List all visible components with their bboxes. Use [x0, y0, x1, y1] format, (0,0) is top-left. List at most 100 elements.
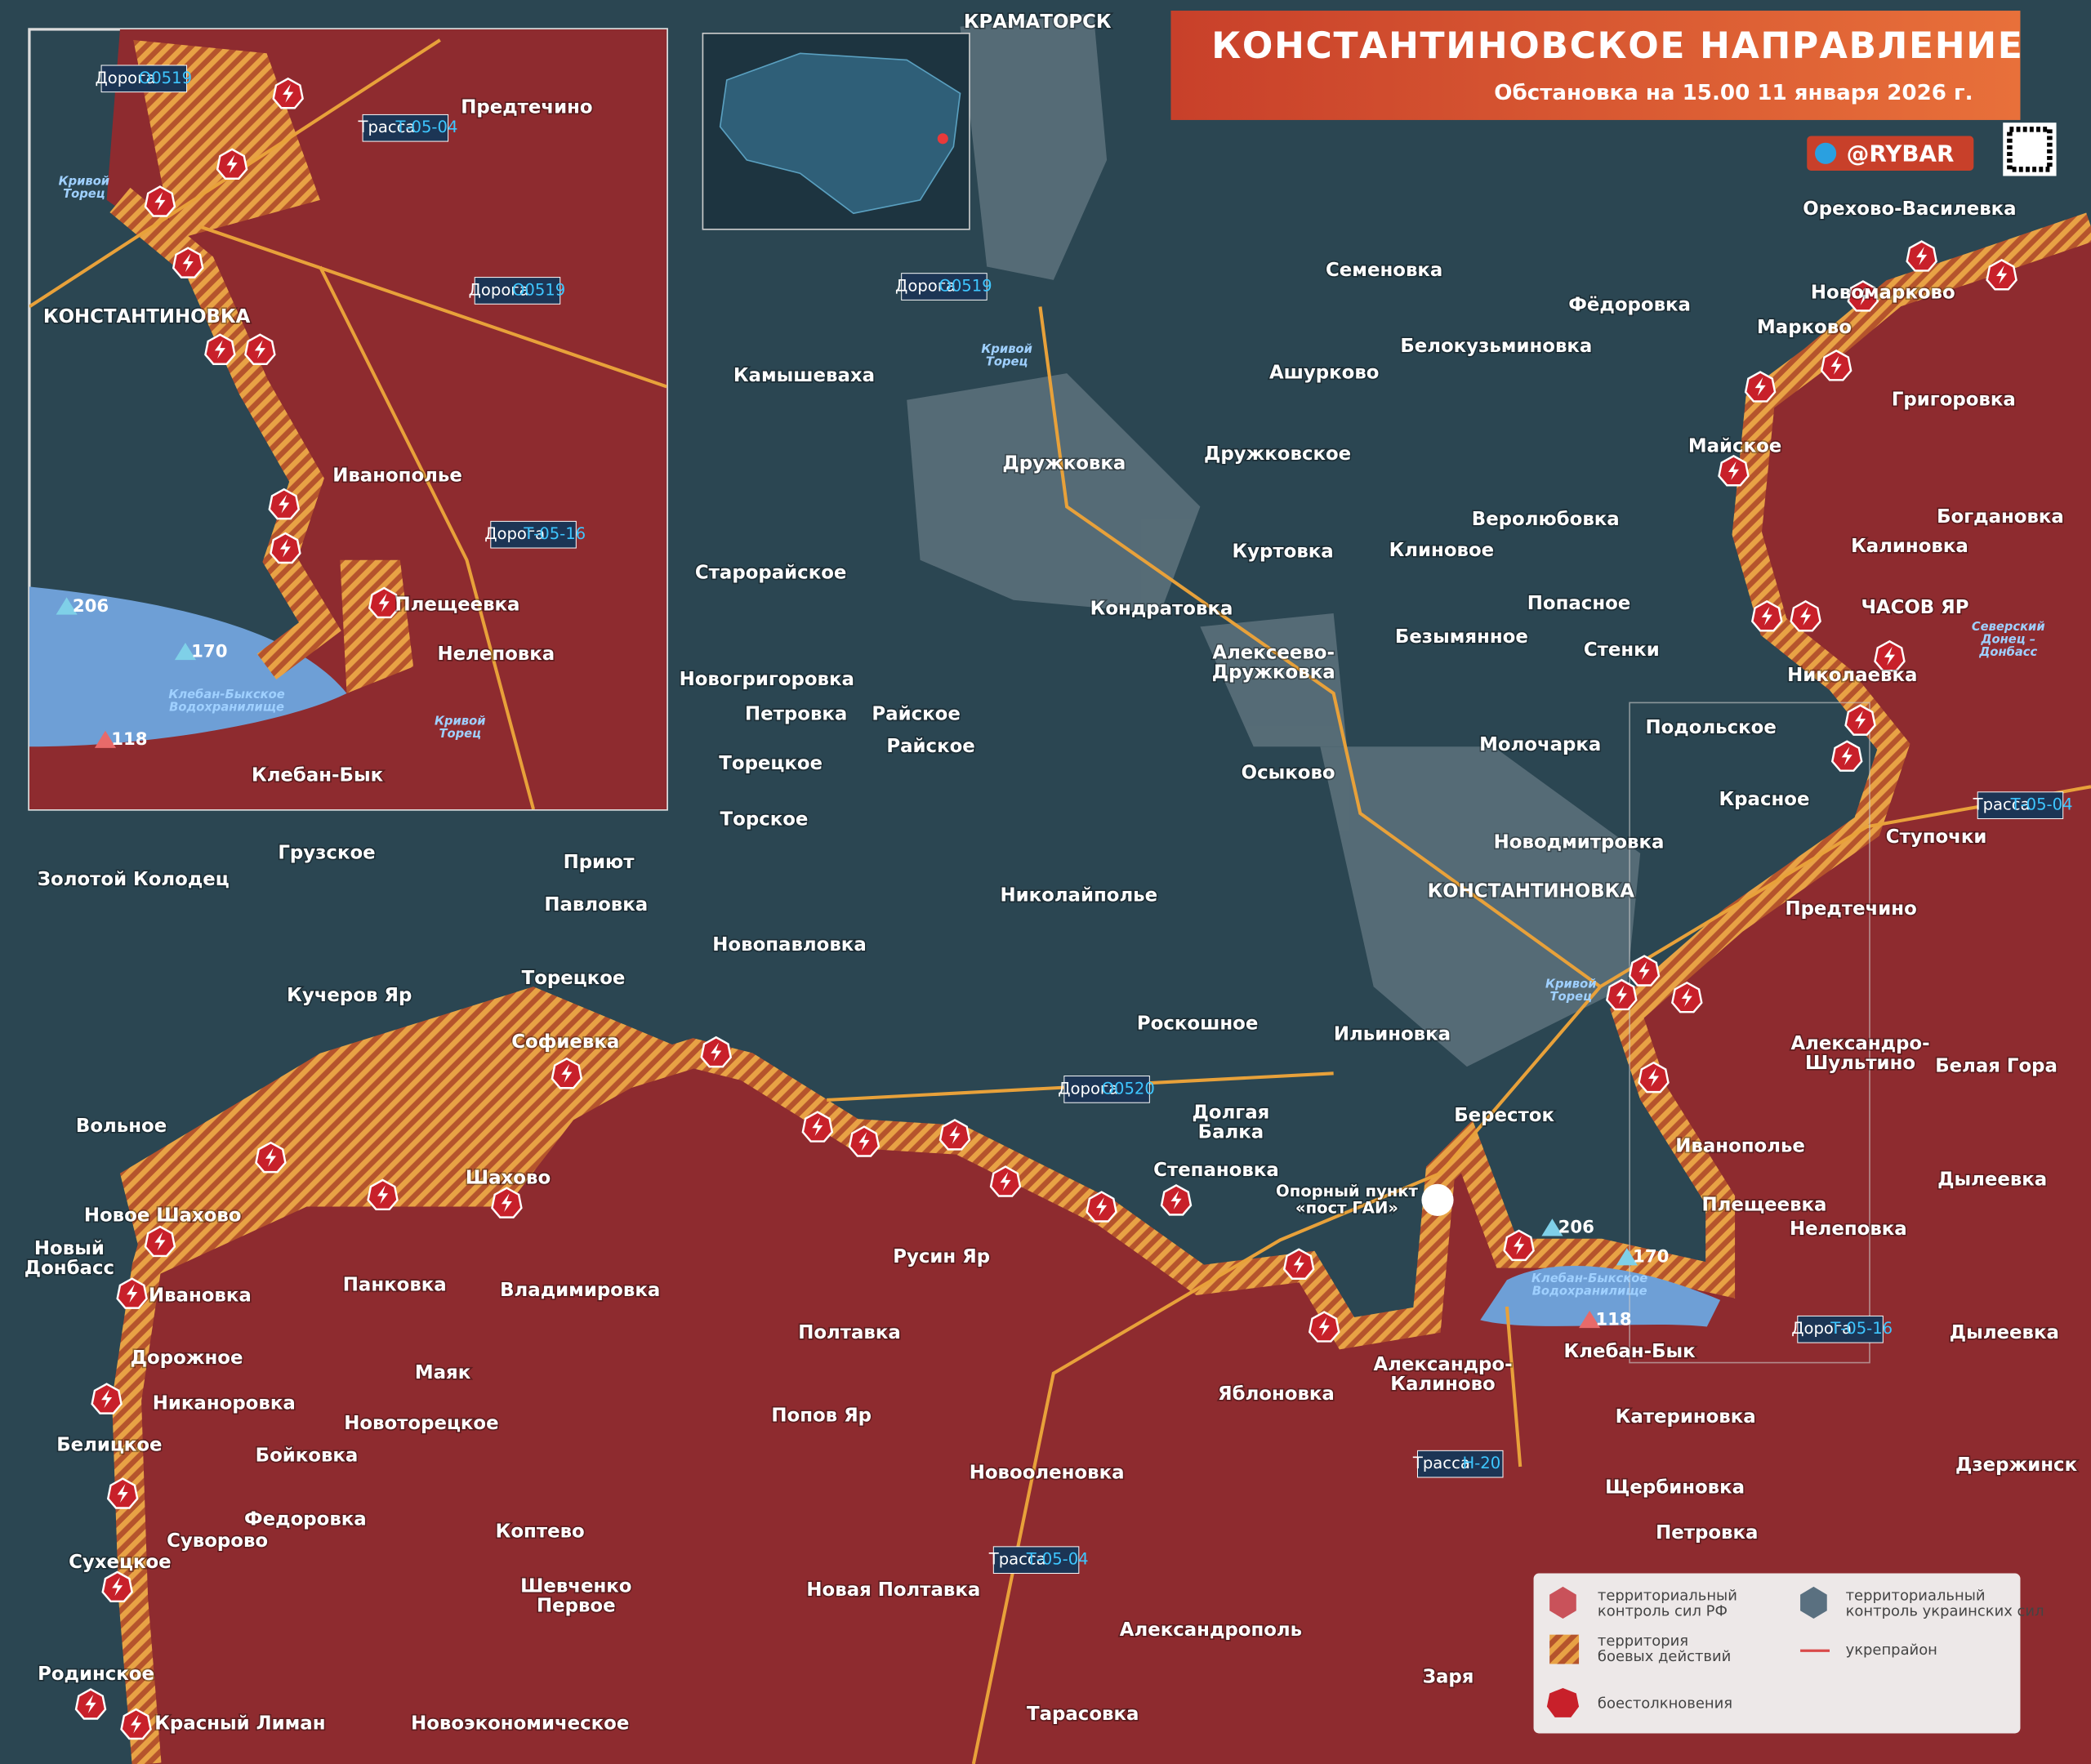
road-sign	[992, 1546, 1080, 1575]
legend: территориальный контроль сил РФ территори…	[1533, 1573, 2044, 1734]
clash-bolt	[101, 1389, 113, 1409]
place-label: Бересток	[1454, 1105, 1554, 1126]
clash-bolt	[1841, 746, 1852, 766]
road-code: O0519	[512, 280, 565, 299]
clash-bolt	[154, 192, 166, 211]
clash-bolt	[85, 1695, 96, 1713]
road-code: O0519	[938, 277, 992, 296]
place-label: Клиновое	[1389, 540, 1495, 561]
clash-bolt	[1996, 265, 2008, 284]
clash-bolt	[1647, 1067, 1660, 1087]
place-label: Безымянное	[1395, 626, 1528, 648]
clash-bolt	[214, 340, 225, 359]
river-label: Кривой Торец	[981, 342, 1032, 368]
river-label: Клебан-Быкское Водохранилище	[1531, 1272, 1647, 1298]
clash-bolt	[131, 1714, 142, 1734]
place-label: Семеновка	[1326, 260, 1442, 281]
place-label: Торецкое	[522, 968, 626, 989]
place-label: Приют	[564, 852, 635, 873]
place-label: Петровка	[1656, 1522, 1758, 1544]
roads	[827, 306, 2091, 1764]
clash-bolt	[1830, 355, 1842, 375]
place-label: Александрополь	[1120, 1619, 1302, 1641]
clash-bolt	[378, 593, 390, 612]
place-label: Дзержинск	[1955, 1454, 2078, 1476]
road-sign	[1977, 791, 2064, 819]
height-marker	[1616, 1248, 1638, 1266]
place-label: Русин Яр	[893, 1246, 990, 1267]
place-label: Осыково	[1242, 762, 1335, 783]
road-sign	[1063, 1076, 1150, 1103]
place-label: Дорожное	[131, 1348, 243, 1369]
clash-bolt	[1800, 606, 1812, 626]
clash-bolt	[812, 1117, 823, 1137]
clash-bolt	[154, 1232, 166, 1251]
place-label: Кучеров Яр	[287, 985, 412, 1006]
road-code: O0520	[1102, 1079, 1155, 1098]
place-label: Новый Донбасс	[25, 1238, 114, 1279]
place-label: Золотой Колодец	[38, 869, 230, 890]
place-label: Владимировка	[500, 1280, 660, 1301]
clash-bolt	[265, 1147, 276, 1167]
place-label: Куртовка	[1232, 541, 1333, 562]
road-sign	[901, 273, 988, 301]
place-label: Новая Полтавка	[806, 1579, 980, 1601]
place-label: Николаевка	[1787, 665, 1917, 686]
stronghold-label: Опорный пункт «пост ГАИ»	[1276, 1182, 1419, 1218]
telegram-icon	[1815, 142, 1837, 164]
clash-bolt	[117, 1484, 128, 1503]
place-label: Александро-Калиново	[1373, 1354, 1512, 1395]
inset-place-label: Иванополье	[332, 465, 462, 486]
place-label: Новоэкономическое	[411, 1713, 629, 1735]
inset-river-label: Клебан-Быкское Водохранилище	[168, 688, 284, 714]
inset-place-label: Нелеповка	[437, 644, 555, 665]
inset-place-label: Плещеевка	[395, 595, 520, 616]
height-marker	[94, 730, 117, 748]
legend-ua: территориальный контроль украинских сил	[1846, 1588, 2044, 1620]
river-label: Северский Донец – Донбасс	[1972, 620, 2045, 659]
place-label: Новоторецкое	[344, 1413, 498, 1434]
place-label: Торецкое	[719, 753, 823, 774]
road-code: Н-20	[1463, 1454, 1501, 1472]
place-label: Заря	[1423, 1666, 1474, 1687]
height-label: 206	[1558, 1218, 1594, 1238]
road-sign	[474, 277, 561, 305]
road-kind: Дорога	[95, 69, 155, 87]
road-code: Т-05-04	[395, 118, 457, 136]
place-label: Яблоновка	[1218, 1383, 1335, 1405]
road-code: O0519	[139, 69, 192, 87]
clash-bolt	[949, 1125, 961, 1144]
place-label: Шахово	[466, 1168, 551, 1189]
clash-bolt	[226, 154, 238, 174]
clash-bolt	[1514, 1236, 1525, 1255]
place-label: Красное	[1719, 789, 1810, 810]
place-label: Новопавловка	[712, 934, 866, 956]
clash-bolt	[711, 1042, 722, 1062]
place-label: Дружковское	[1204, 443, 1351, 465]
clash-bolt	[1916, 247, 1928, 265]
place-label: Новогригоровка	[680, 669, 854, 690]
brand-box	[1807, 136, 1974, 171]
place-label: Фёдоровка	[1568, 294, 1691, 315]
clash-bolt	[127, 1284, 138, 1303]
clash-bolt	[283, 83, 294, 103]
road-kind: Дорога	[1791, 1319, 1852, 1338]
place-label: Иванополье	[1675, 1136, 1805, 1157]
place-label: Старорайское	[695, 563, 846, 584]
place-label: Сухецкое	[69, 1552, 172, 1573]
clash-bolt	[182, 253, 194, 273]
place-label: Белицкое	[56, 1434, 162, 1455]
legend-ru-swatch	[1549, 1586, 1576, 1619]
place-label: Федоровка	[244, 1509, 367, 1530]
clash-bolt	[561, 1063, 573, 1083]
height-marker	[174, 642, 196, 661]
inset-place-label: Клебан-Бык	[252, 765, 384, 786]
place-label: Новодмитровка	[1494, 831, 1665, 853]
road-kind: Трасса	[358, 118, 416, 136]
legend-fort: укрепрайон	[1846, 1642, 1937, 1659]
place-label: Софиевка	[511, 1031, 619, 1053]
clash-bolt	[1000, 1172, 1011, 1191]
inset-river-label: Кривой Торец	[435, 715, 486, 741]
legend-clash: боестолкновения	[1598, 1695, 1732, 1713]
